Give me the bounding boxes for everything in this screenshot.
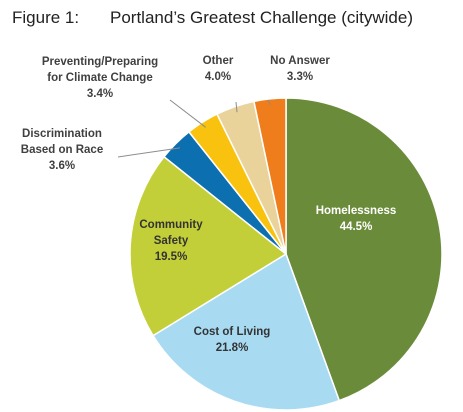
leader-line <box>117 147 181 158</box>
pie-slice-cost-of-living <box>152 252 341 411</box>
leader-lines <box>117 99 271 158</box>
chart-title: Portland’s Greatest Challenge (citywide) <box>110 8 413 27</box>
pie-slices <box>129 97 443 411</box>
slice-label-homelessness: Homelessness 44.5% <box>316 205 397 233</box>
slice-label-community-safety: Community Safety 19.5% <box>139 219 203 263</box>
slice-label-cost-of-living: Cost of Living 21.8% <box>194 326 271 354</box>
slice-label-preventing-preparing-for-climate-change: Preventing/Preparing for Climate Change 3.… <box>42 56 158 100</box>
slice-label-discrimination-based-on-race: Discrimination Based on Race 3.6% <box>21 128 103 172</box>
leader-line <box>169 99 207 128</box>
slice-label-no-answer: No Answer 3.3% <box>270 55 330 83</box>
slice-labels: Homelessness 44.5% Cost of Living 21.8% Comm… <box>21 55 397 354</box>
pie-slice-no-answer <box>253 97 287 255</box>
leader-line <box>235 101 238 113</box>
leader-line <box>267 99 271 106</box>
slice-label-other: Other 4.0% <box>203 55 234 83</box>
figure-label: Figure 1: <box>12 8 80 27</box>
pie-slice-community-safety <box>129 155 288 337</box>
pie-slice-homelessness <box>285 97 443 402</box>
